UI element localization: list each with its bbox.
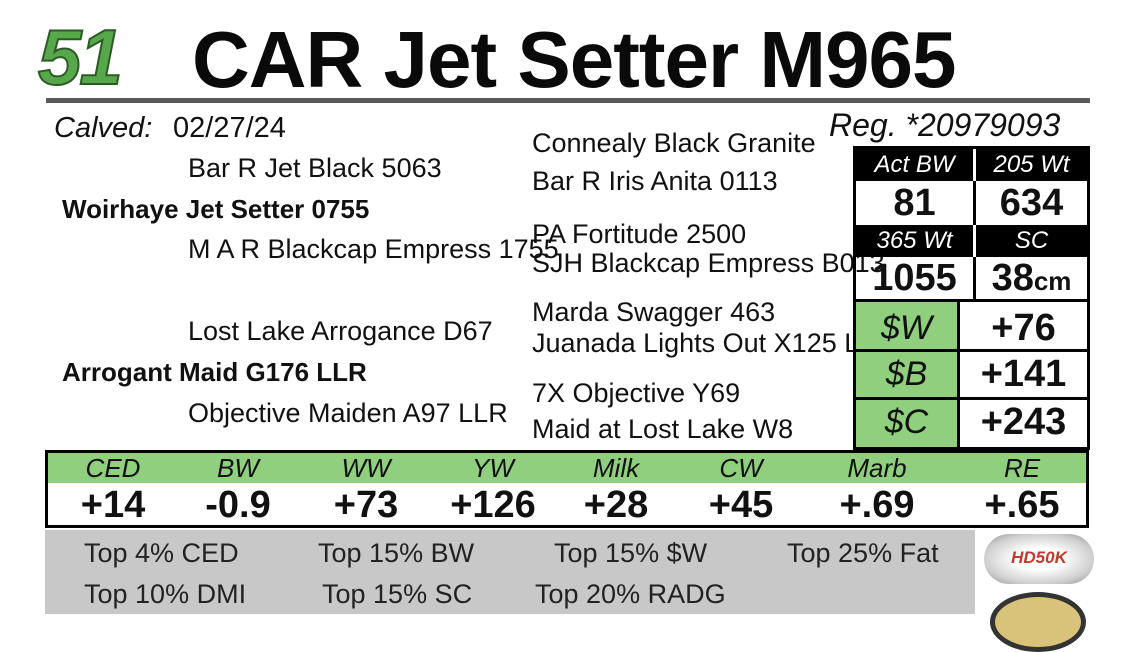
ddd: Maid at Lost Lake W8: [532, 414, 794, 444]
epd-value-milk: +28: [583, 484, 649, 526]
w205-label: 205 Wt: [973, 149, 1087, 181]
dds: 7X Objective Y69: [532, 378, 741, 408]
epd-value-bw: -0.9: [205, 484, 271, 526]
ranking-w: Top 15% $W: [554, 538, 708, 568]
epd-label-ced: CED: [85, 453, 141, 483]
epd-value-ww: +73: [333, 484, 399, 526]
index-box: $W $B $C +76 +141 +243: [853, 302, 1090, 450]
epd-value-re: +.65: [984, 484, 1060, 526]
performance-box: Act BW 205 Wt 81 634 365 Wt SC 1055 38cm: [853, 146, 1090, 302]
index-value-w: +76: [991, 307, 1056, 349]
dam: Arrogant Maid G176 LLR: [62, 357, 367, 387]
seal-logo: [990, 592, 1086, 652]
epd-label-milk: Milk: [592, 453, 640, 483]
index-divider: [856, 397, 1087, 400]
epd-label-cw: CW: [719, 453, 763, 483]
calved-date: 02/27/24: [173, 112, 286, 144]
index-label-c: $C: [884, 403, 929, 441]
sc-label: SC: [973, 225, 1087, 257]
dam-sire: Lost Lake Arrogance D67: [188, 316, 493, 346]
ranking-dmi: Top 10% DMI: [84, 579, 247, 609]
sire-sire: Bar R Jet Black 5063: [188, 153, 442, 183]
index-label-b: $B: [885, 355, 928, 393]
sc-value: 38: [991, 257, 1034, 299]
ssd: Bar R Iris Anita 0113: [532, 166, 778, 196]
ranking-bw: Top 15% BW: [318, 538, 475, 568]
sc-value-cell: 38cm: [973, 257, 1087, 299]
w365-value: 1055: [872, 257, 957, 299]
sc-unit: cm: [1033, 266, 1072, 296]
dss: Marda Swagger 463: [532, 297, 776, 327]
act-bw-label: Act BW: [856, 149, 973, 181]
epd-value-cw: +45: [708, 484, 774, 526]
hd50k-logo-text: HD50K: [1011, 548, 1067, 567]
sire: Woirhaye Jet Setter 0755: [62, 194, 370, 224]
w205-value: 634: [973, 181, 1087, 225]
epd-label-bw: BW: [217, 453, 259, 483]
ranking-ced: Top 4% CED: [84, 538, 239, 568]
sss: Connealy Black Granite: [532, 128, 816, 158]
ranking-sc: Top 15% SC: [322, 579, 473, 609]
ranking-panel: [45, 530, 975, 614]
dsd: Juanada Lights Out X125 LLR: [532, 328, 894, 358]
sds: PA Fortitude 2500: [532, 219, 747, 249]
index-divider: [856, 349, 1087, 352]
index-label-w: $W: [881, 309, 932, 347]
epd-label-ww: WW: [341, 453, 391, 483]
sdd: SJH Blackcap Empress B013: [532, 248, 885, 278]
epd-label-marb: Marb: [847, 453, 907, 483]
w365-label: 365 Wt: [856, 225, 973, 257]
title-divider: [46, 98, 1090, 103]
index-value-b: +141: [980, 353, 1067, 395]
epd-table: CED BW WW YW Milk CW Marb RE +14 -0.9 +7…: [45, 450, 1089, 528]
index-value-c: +243: [980, 401, 1067, 443]
ranking-fat: Top 25% Fat: [787, 538, 939, 568]
epd-value-marb: +.69: [839, 484, 915, 526]
calved-label: Calved:: [54, 112, 153, 144]
act-bw-value: 81: [893, 182, 936, 224]
epd-value-yw: +126: [450, 484, 536, 526]
lot-number: 51: [37, 13, 124, 101]
dam-dam: Objective Maiden A97 LLR: [188, 398, 508, 428]
ranking-radg: Top 20% RADG: [535, 579, 726, 609]
index-label-column: [856, 302, 960, 447]
epd-value-ced: +14: [80, 484, 146, 526]
epd-label-yw: YW: [472, 453, 514, 483]
registration-number: Reg. *20979093: [829, 107, 1061, 143]
sire-dam: M A R Blackcap Empress 1755: [188, 234, 559, 264]
animal-name: CAR Jet Setter M965: [192, 15, 956, 104]
epd-label-re: RE: [1003, 453, 1041, 483]
epd-header-row: [48, 453, 1086, 483]
hd50k-logo: HD50K: [984, 534, 1094, 584]
